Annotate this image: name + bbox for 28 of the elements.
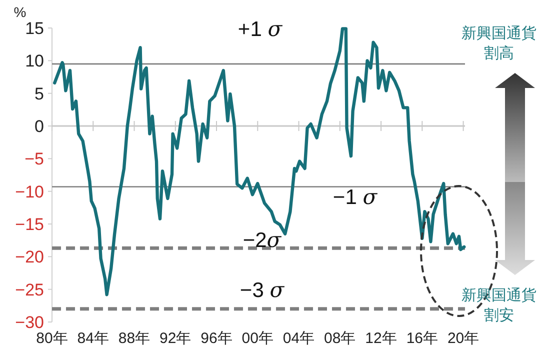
x-tick-label: 04年 (282, 330, 315, 347)
y-tick-label: −10 (15, 182, 44, 202)
y-tick-label: −20 (15, 248, 44, 267)
y-tick-label: 10 (25, 52, 44, 71)
x-tick-label: 16年 (406, 330, 438, 347)
x-tick-label: 88年 (118, 330, 150, 347)
x-tick-label: 20年 (447, 330, 480, 347)
x-tick-label: 00年 (242, 330, 274, 347)
x-tick-label: 92年 (160, 330, 192, 347)
x-tick-label: 84年 (77, 330, 109, 347)
annotation: 新興国通貨割安 (462, 287, 536, 324)
y-tick-label: 5 (34, 84, 44, 104)
x-tick-label: 80年 (36, 330, 68, 347)
x-tick-label: 08年 (324, 330, 356, 347)
ref-line-label: −3 σ (240, 278, 285, 302)
y-axis-title: % (14, 4, 26, 20)
x-tick-label: 12年 (365, 330, 397, 347)
y-tick-label: −5 (24, 150, 44, 169)
y-tick-label: −30 (15, 313, 44, 332)
ref-line-label: +1 σ (238, 16, 283, 41)
y-tick-label: 15 (25, 19, 44, 38)
y-tick-label: −15 (15, 215, 44, 234)
ref-line-label: −2σ (242, 228, 282, 252)
ref-line-label: −1 σ (332, 184, 378, 209)
y-tick-label: 0 (34, 117, 44, 136)
annotation: 新興国通貨割高 (462, 25, 536, 62)
y-tick-label: −25 (15, 280, 44, 300)
x-tick-label: 96年 (200, 330, 232, 347)
